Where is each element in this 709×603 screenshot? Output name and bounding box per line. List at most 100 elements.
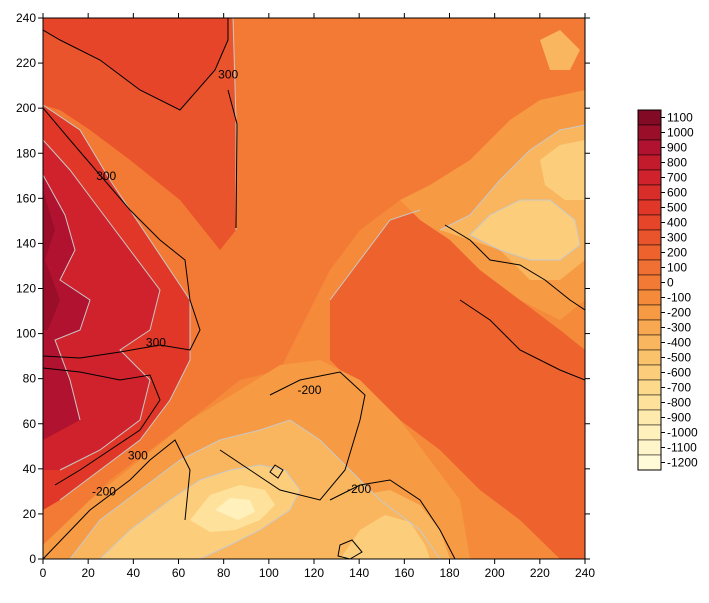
y-tick-label: 160 [16,191,36,205]
contour-label: 300 [96,169,116,183]
region-neg600-e [470,200,580,260]
low-regions [43,30,585,559]
colorbar-label: 600 [667,186,687,200]
contour-label: -200 [297,383,321,397]
colorbar-swatch [637,169,662,186]
contour-loop-2 [337,539,363,559]
y-tick-label: 100 [16,327,36,341]
colorbar-label: -600 [667,366,691,380]
colorbar-label: 900 [667,141,687,155]
colorbar-swatch [637,214,662,231]
colorbar-label: -900 [667,411,691,425]
x-tick-label: 180 [439,566,459,580]
region-1000-w [43,190,60,330]
colorbar-label: -500 [667,351,691,365]
colorbar-swatch [637,454,662,471]
x-tick-label: 160 [394,566,414,580]
x-tick-label: 60 [172,566,186,580]
x-tick-label: 80 [217,566,231,580]
colorbar: 110010009008007006005004003002001000-100… [637,109,698,471]
y-tick-label: 0 [29,552,36,566]
colorbar-label: 300 [667,231,687,245]
colorbar-swatch [637,439,662,456]
contour-neg200-e [444,224,585,311]
colorbar-label: -1000 [667,426,698,440]
colorbar-frame [637,109,662,471]
colorbar-swatch [637,289,662,306]
colorbar-swatch [637,334,662,351]
region-neg600-e2 [540,140,585,200]
colorbar-label: 500 [667,201,687,215]
y-tick-label: 220 [16,56,36,70]
region-400-nw [43,18,228,110]
contour-300-nw-b [227,89,238,229]
plot-area [43,18,585,559]
contour-loop-1 [269,464,284,479]
x-tick-label: 240 [575,566,595,580]
colorbar-label: -1100 [667,441,697,455]
colorbar-label: 700 [667,171,687,185]
colorbar-label: 800 [667,156,687,170]
y-tick-label: 180 [16,146,36,160]
colorbar-swatch [637,394,662,411]
colorbar-swatch [637,199,662,216]
colorbar-swatch [637,424,662,441]
contour-neg200-s2 [329,479,456,559]
x-tick-label: 100 [259,566,279,580]
region-neg1000-s [215,498,255,520]
contour-label: 300 [146,336,166,350]
colorbar-swatch [637,379,662,396]
black-contours [43,18,585,559]
region-200-east [330,210,585,559]
colorbar-label: -200 [667,306,691,320]
colorbar-swatch [637,274,662,291]
colorbar-label: 100 [667,261,687,275]
region-neg600-s2 [340,515,430,559]
colorbar-swatch [637,259,662,276]
y-tick-label: 80 [23,372,37,386]
colorbar-swatch [637,244,662,261]
contour-300-w [43,107,201,359]
colorbar-swatch [637,349,662,366]
colorbar-label: -1200 [667,456,698,470]
x-axis: 0 20 40 60 80 100 120 140 160 180 200 220 240 [40,13,595,580]
y-tick-label: 60 [23,417,37,431]
colorbar-swatch [637,409,662,426]
contour-label: 300 [218,67,238,81]
x-tick-label: 140 [349,566,369,580]
x-tick-label: 200 [485,566,505,580]
x-tick-label: 40 [127,566,141,580]
colorbar-swatch [637,139,662,156]
contour-neg200-s [219,371,366,501]
colorbar-swatch [637,154,662,171]
region-800-w [43,175,90,440]
colorbar-label: 400 [667,216,687,230]
x-tick-label: 20 [81,566,95,580]
contour-neg200-sw [43,439,191,559]
colorbar-label: 0 [667,276,674,290]
colorbar-swatch [637,364,662,381]
contour-label: -200 [92,484,116,498]
colorbar-swatch [637,184,662,201]
colorbar-label: -700 [667,381,691,395]
colorbar-swatch [637,304,662,321]
y-tick-label: 200 [16,101,36,115]
contour-label: 300 [128,448,148,462]
contour-300-nw [43,18,229,111]
contour-neg200-e2 [459,299,585,381]
x-tick-label: 0 [40,566,47,580]
colorbar-swatch [637,319,662,336]
y-tick-label: 140 [16,236,36,250]
y-tick-label: 40 [23,462,37,476]
colorbar-label: -300 [667,321,691,335]
contour-300-w-b [43,367,161,486]
y-axis: 0 20 40 60 80 100 120 140 160 180 200 220 240 [16,11,590,566]
colorbar-label: 1100 [667,111,693,125]
colorbar-label: -100 [667,291,691,305]
y-tick-label: 20 [23,507,37,521]
x-tick-label: 220 [530,566,550,580]
colorbar-label: -800 [667,396,691,410]
y-tick-label: 120 [16,282,36,296]
colorbar-swatch [637,109,662,126]
